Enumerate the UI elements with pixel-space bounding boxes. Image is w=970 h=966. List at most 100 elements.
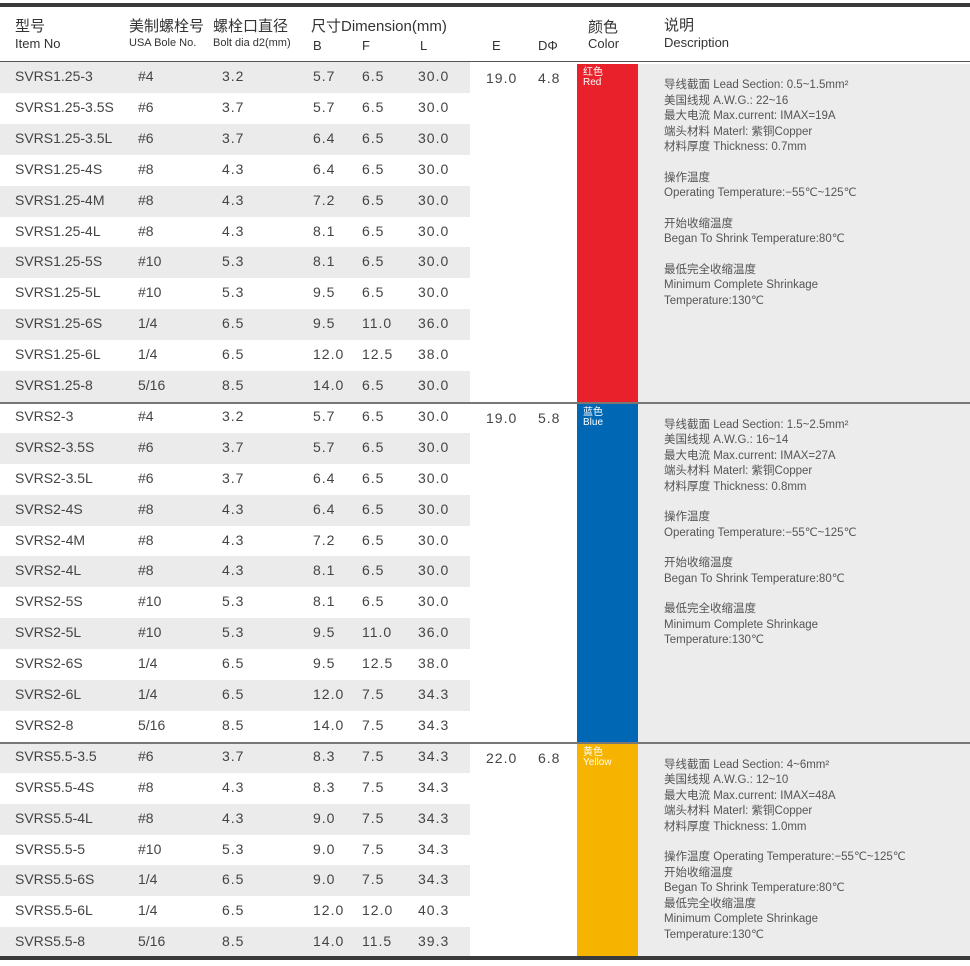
- table-row: SVRS5.5-5 #10 5.3 9.0 7.5 34.3: [0, 835, 470, 866]
- spacer: [664, 495, 970, 510]
- description-line: Operating Temperature:−55℃~125℃: [664, 526, 857, 539]
- cell-dim-b: 5.7: [313, 438, 336, 455]
- cell-dim-l: 30.0: [418, 593, 450, 610]
- cell-usa-bole-no: #8: [138, 500, 154, 517]
- cell-dim-f: 6.5: [362, 377, 385, 393]
- cell-bolt-dia: 5.3: [222, 840, 245, 857]
- cell-dim-l: 34.3: [418, 809, 450, 826]
- cell-usa-bole-no: 1/4: [138, 686, 158, 702]
- cell-dim-f: 6.5: [362, 407, 385, 424]
- cell-bolt-dia: 4.3: [222, 160, 245, 177]
- cell-dim-b: 12.0: [313, 686, 345, 702]
- cell-dim-b: 7.2: [313, 191, 336, 208]
- cell-bolt-dia: 4.3: [222, 562, 245, 579]
- header-color-en: Color: [588, 36, 620, 51]
- header-d: DΦ: [538, 38, 558, 53]
- header-bolt-en: Bolt dia d2(mm): [213, 37, 291, 49]
- table-row: SVRS5.5-6S 1/4 6.5 9.0 7.5 34.3: [0, 865, 470, 897]
- cell-dim-f: 12.5: [362, 655, 394, 672]
- header-l: L: [420, 38, 428, 53]
- cell-item-no: SVRS1.25-8: [15, 377, 93, 393]
- cell-dim-f: 6.5: [362, 191, 385, 208]
- table-row: SVRS1.25-8 5/16 8.5 14.0 6.5 30.0: [0, 371, 470, 402]
- cell-dim-l: 30.0: [418, 160, 450, 177]
- cell-item-no: SVRS1.25-6S: [15, 315, 103, 332]
- cell-dim-l: 34.3: [418, 747, 450, 764]
- cell-item-no: SVRS2-4L: [15, 562, 82, 579]
- color-zh: 黄色: [583, 746, 603, 758]
- header-item-zh: 型号: [15, 18, 46, 35]
- table-row: SVRS2-4S #8 4.3 6.4 6.5 30.0: [0, 494, 470, 526]
- cell-dim-l: 38.0: [418, 346, 450, 363]
- cell-dim-f: 7.5: [362, 778, 385, 795]
- description-line: 最低完全收缩温度: [664, 263, 756, 276]
- cell-item-no: SVRS1.25-4S: [15, 160, 103, 177]
- table-row: SVRS5.5-4S #8 4.3 8.3 7.5 34.3: [0, 773, 470, 804]
- cell-usa-bole-no: #6: [138, 438, 154, 455]
- header-color-zh: 颜色: [588, 19, 619, 36]
- cell-bolt-dia: 4.3: [222, 222, 245, 239]
- table-row: SVRS2-4L #8 4.3 8.1 6.5 30.0: [0, 556, 470, 588]
- description-line: Minimum Complete Shrinkage: [664, 618, 819, 631]
- cell-bolt-dia: 4.3: [222, 778, 245, 795]
- description-line: 美国线规 A.W.G.: 12~10: [664, 774, 789, 787]
- cell-bolt-dia: 4.3: [222, 809, 245, 826]
- description-line: Began To Shrink Temperature:80℃: [664, 233, 845, 245]
- cell-item-no: SVRS2-5S: [15, 593, 83, 610]
- cell-bolt-dia: 5.3: [222, 253, 245, 270]
- cell-item-no: SVRS1.25-5S: [15, 253, 103, 270]
- cell-dim-l: 30.0: [418, 377, 450, 393]
- cell-dim-f: 7.5: [362, 747, 385, 764]
- cell-item-no: SVRS5.5-8: [15, 933, 86, 950]
- header-bolt-zh: 螺栓口直径: [213, 18, 289, 35]
- cell-dim-b: 7.2: [313, 531, 336, 548]
- cell-d: 4.8: [538, 70, 561, 86]
- table-row: SVRS1.25-3 #4 3.2 5.7 6.5 30.0: [0, 62, 470, 93]
- cell-item-no: SVRS1.25-6L: [15, 346, 101, 363]
- cell-dim-b: 6.4: [313, 160, 336, 177]
- cell-dim-l: 30.0: [418, 407, 450, 424]
- cell-dim-b: 14.0: [313, 377, 345, 393]
- table-row: SVRS2-5L #10 5.3 9.5 11.0 36.0: [0, 618, 470, 650]
- color-en: Red: [583, 77, 602, 88]
- top-rule: [0, 3, 970, 7]
- cell-usa-bole-no: 1/4: [138, 315, 158, 332]
- cell-dim-f: 6.5: [362, 253, 385, 270]
- cell-dim-l: 34.3: [418, 716, 450, 733]
- table-row: SVRS5.5-6L 1/4 6.5 12.0 12.0 40.3: [0, 896, 470, 927]
- cell-bolt-dia: 6.5: [222, 871, 245, 888]
- cell-item-no: SVRS2-3.5S: [15, 438, 95, 455]
- cell-usa-bole-no: #8: [138, 562, 154, 579]
- description-line: 最低完全收缩温度: [664, 603, 756, 616]
- table-row: SVRS5.5-3.5 #6 3.7 8.3 7.5 34.3: [0, 741, 470, 773]
- spacer: [664, 248, 970, 263]
- cell-dim-b: 9.0: [313, 871, 336, 888]
- cell-d: 6.8: [538, 749, 561, 766]
- product-group: 22.0 6.8 黄色 Yellow 导线截面 Lead Section: 4~6mm²…: [0, 741, 970, 959]
- group-divider: [0, 741, 970, 744]
- cell-usa-bole-no: #6: [138, 747, 154, 764]
- table-row: SVRS1.25-4S #8 4.3 6.4 6.5 30.0: [0, 155, 470, 186]
- cell-dim-l: 30.0: [418, 500, 450, 517]
- color-en: Yellow: [583, 756, 612, 768]
- cell-dim-f: 11.0: [362, 624, 393, 641]
- cell-usa-bole-no: #6: [138, 129, 154, 146]
- cell-dim-l: 34.3: [418, 871, 450, 888]
- cell-dim-b: 8.1: [313, 253, 336, 270]
- cell-dim-l: 30.0: [418, 438, 450, 455]
- cell-dim-b: 14.0: [313, 933, 345, 950]
- cell-dim-f: 6.5: [362, 98, 385, 115]
- cell-dim-f: 6.5: [362, 129, 385, 146]
- cell-usa-bole-no: #8: [138, 809, 154, 826]
- description-line: 端头材料 Materl: 紫铜Copper: [664, 125, 813, 138]
- table-row: SVRS5.5-8 5/16 8.5 14.0 11.5 39.3: [0, 927, 470, 959]
- color-zh: 红色: [583, 67, 603, 78]
- description-line: 端头材料 Materl: 紫铜Copper: [664, 805, 813, 818]
- cell-dim-b: 8.3: [313, 778, 336, 795]
- cell-dim-b: 9.0: [313, 840, 336, 857]
- cell-dim-b: 5.7: [313, 98, 336, 115]
- table-row: SVRS1.25-6S 1/4 6.5 9.5 11.0 36.0: [0, 309, 470, 341]
- description-line: 开始收缩温度: [664, 866, 733, 879]
- cell-dim-b: 9.5: [313, 284, 336, 301]
- table-row: SVRS1.25-4L #8 4.3 8.1 6.5 30.0: [0, 217, 470, 248]
